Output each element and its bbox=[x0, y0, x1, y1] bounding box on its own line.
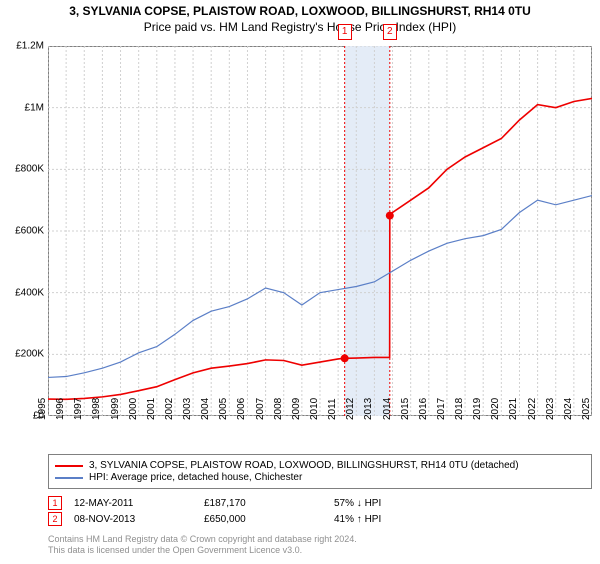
x-tick-label: 2017 bbox=[436, 398, 447, 420]
x-tick-label: 2014 bbox=[381, 398, 392, 420]
x-tick-label: 2025 bbox=[581, 398, 592, 420]
x-tick-label: 2011 bbox=[327, 398, 338, 420]
x-tick-label: 2005 bbox=[218, 398, 229, 420]
credits: Contains HM Land Registry data © Crown c… bbox=[48, 534, 357, 556]
marker-number-box: 2 bbox=[48, 512, 62, 526]
legend: 3, SYLVANIA COPSE, PLAISTOW ROAD, LOXWOO… bbox=[48, 454, 592, 489]
marker-row: 1 12-MAY-2011 £187,170 57% ↓ HPI bbox=[48, 496, 592, 510]
x-tick-label: 2008 bbox=[273, 398, 284, 420]
x-tick-label: 2023 bbox=[545, 398, 556, 420]
y-tick-label: £800K bbox=[15, 164, 44, 175]
plot-svg bbox=[48, 46, 592, 416]
credits-line: Contains HM Land Registry data © Crown c… bbox=[48, 534, 357, 545]
y-tick-label: £400K bbox=[15, 287, 44, 298]
x-tick-label: 2022 bbox=[526, 398, 537, 420]
x-tick-label: 2016 bbox=[418, 398, 429, 420]
x-tick-label: 2015 bbox=[400, 398, 411, 420]
legend-swatch bbox=[55, 465, 83, 467]
y-tick-label: £200K bbox=[15, 349, 44, 360]
marker-date: 08-NOV-2013 bbox=[74, 514, 204, 525]
x-tick-label: 2018 bbox=[454, 398, 465, 420]
x-tick-label: 1999 bbox=[109, 398, 120, 420]
legend-item: 3, SYLVANIA COPSE, PLAISTOW ROAD, LOXWOO… bbox=[55, 460, 585, 471]
legend-label: HPI: Average price, detached house, Chic… bbox=[89, 472, 302, 483]
y-tick-label: £600K bbox=[15, 226, 44, 237]
x-tick-label: 2007 bbox=[254, 398, 265, 420]
y-tick-label: £1M bbox=[25, 102, 44, 113]
annotation-marker: 1 bbox=[338, 24, 352, 40]
x-tick-label: 2003 bbox=[182, 398, 193, 420]
marker-price: £650,000 bbox=[204, 514, 334, 525]
x-tick-label: 2009 bbox=[291, 398, 302, 420]
credits-line: This data is licensed under the Open Gov… bbox=[48, 545, 357, 556]
marker-row: 2 08-NOV-2013 £650,000 41% ↑ HPI bbox=[48, 512, 592, 526]
annotation-marker: 2 bbox=[383, 24, 397, 40]
legend-label: 3, SYLVANIA COPSE, PLAISTOW ROAD, LOXWOO… bbox=[89, 460, 519, 471]
x-tick-label: 2012 bbox=[345, 398, 356, 420]
marker-price: £187,170 bbox=[204, 498, 334, 509]
x-tick-label: 2021 bbox=[508, 398, 519, 420]
x-tick-label: 2004 bbox=[200, 398, 211, 420]
marker-delta: 57% ↓ HPI bbox=[334, 498, 464, 509]
chart-area: £0£200K£400K£600K£800K£1M£1.2M 199519961… bbox=[48, 46, 592, 416]
marker-number-box: 1 bbox=[48, 496, 62, 510]
x-tick-label: 2010 bbox=[309, 398, 320, 420]
marker-delta: 41% ↑ HPI bbox=[334, 514, 464, 525]
x-tick-label: 2006 bbox=[236, 398, 247, 420]
legend-swatch bbox=[55, 477, 83, 479]
x-tick-label: 1998 bbox=[91, 398, 102, 420]
x-tick-label: 2020 bbox=[490, 398, 501, 420]
x-tick-label: 1996 bbox=[55, 398, 66, 420]
chart-title: 3, SYLVANIA COPSE, PLAISTOW ROAD, LOXWOO… bbox=[0, 4, 600, 18]
x-tick-label: 2024 bbox=[563, 398, 574, 420]
x-tick-label: 1995 bbox=[37, 398, 48, 420]
x-tick-label: 2002 bbox=[164, 398, 175, 420]
x-tick-label: 2000 bbox=[128, 398, 139, 420]
x-tick-label: 2013 bbox=[363, 398, 374, 420]
y-tick-label: £1.2M bbox=[16, 41, 44, 52]
x-tick-label: 1997 bbox=[73, 398, 84, 420]
chart-container: 3, SYLVANIA COPSE, PLAISTOW ROAD, LOXWOO… bbox=[0, 4, 600, 564]
marker-table: 1 12-MAY-2011 £187,170 57% ↓ HPI 2 08-NO… bbox=[48, 494, 592, 528]
chart-subtitle: Price paid vs. HM Land Registry's House … bbox=[0, 20, 600, 34]
x-tick-label: 2001 bbox=[146, 398, 157, 420]
legend-item: HPI: Average price, detached house, Chic… bbox=[55, 472, 585, 483]
marker-date: 12-MAY-2011 bbox=[74, 498, 204, 509]
x-tick-label: 2019 bbox=[472, 398, 483, 420]
